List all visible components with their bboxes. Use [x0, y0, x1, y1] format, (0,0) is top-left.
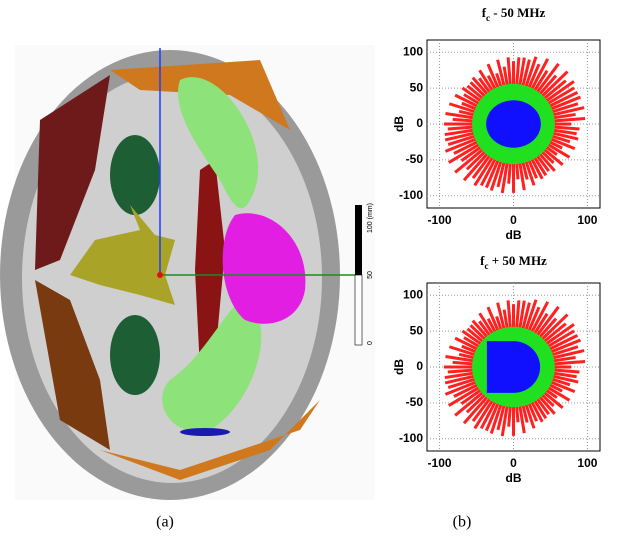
y-tick-label: 100	[403, 44, 423, 58]
chart-title: fc - 50 MHz	[482, 5, 546, 23]
model-image: 100 (mm) 50 0	[0, 45, 375, 500]
scale-label: 100 (mm)	[367, 203, 374, 233]
x-axis-label: dB	[506, 228, 522, 242]
caption: (a)	[156, 514, 174, 531]
x-tick-label: 100	[577, 456, 597, 470]
y-tick-label: 0	[416, 116, 423, 130]
figure: 100 (mm) 50 0 (a) (b) 100 50 0 -50 -100 -100 0…	[0, 0, 618, 535]
x-tick-label: 0	[510, 213, 517, 227]
y-tick-label: -50	[406, 395, 424, 409]
y-tick-label: 50	[410, 80, 424, 94]
chart-title: fc + 50 MHz	[480, 253, 547, 271]
organ-blue	[180, 428, 230, 436]
caption: (b)	[453, 514, 472, 531]
y-tick-label: -100	[399, 431, 423, 445]
scale-bar-top	[355, 205, 362, 275]
y-axis-label: dB	[392, 359, 406, 375]
y-tick-label: 100	[403, 287, 423, 301]
scale-label: 0	[367, 341, 374, 345]
plot: 100 50 0 -50 -100 -100 0 100 dB dB fc + 50 MHz	[392, 253, 600, 485]
x-tick-label: 0	[510, 456, 517, 470]
x-axis-label: dB	[506, 471, 522, 485]
y-tick-label: 50	[410, 323, 424, 337]
y-tick-label: 0	[416, 359, 423, 373]
kidney-bottom	[110, 315, 160, 395]
y-tick-label: -100	[399, 188, 423, 202]
x-tick-label: -100	[428, 456, 452, 470]
title-part: + 50 MHz	[489, 253, 548, 268]
y-tick-label: -50	[406, 152, 424, 166]
pattern-blue	[487, 341, 540, 393]
pattern-blue	[486, 100, 541, 147]
scale-bar-bottom	[355, 275, 362, 345]
scale-label: 50	[367, 271, 374, 279]
title-part: - 50 MHz	[490, 5, 545, 20]
origin	[157, 272, 163, 278]
x-tick-label: -100	[428, 213, 452, 227]
y-axis-label: dB	[392, 116, 406, 132]
kidney-top	[110, 135, 160, 215]
plot: 100 50 0 -50 -100 -100 0 100 dB dB fc - 50 MHz	[392, 5, 600, 242]
x-tick-label: 100	[577, 213, 597, 227]
